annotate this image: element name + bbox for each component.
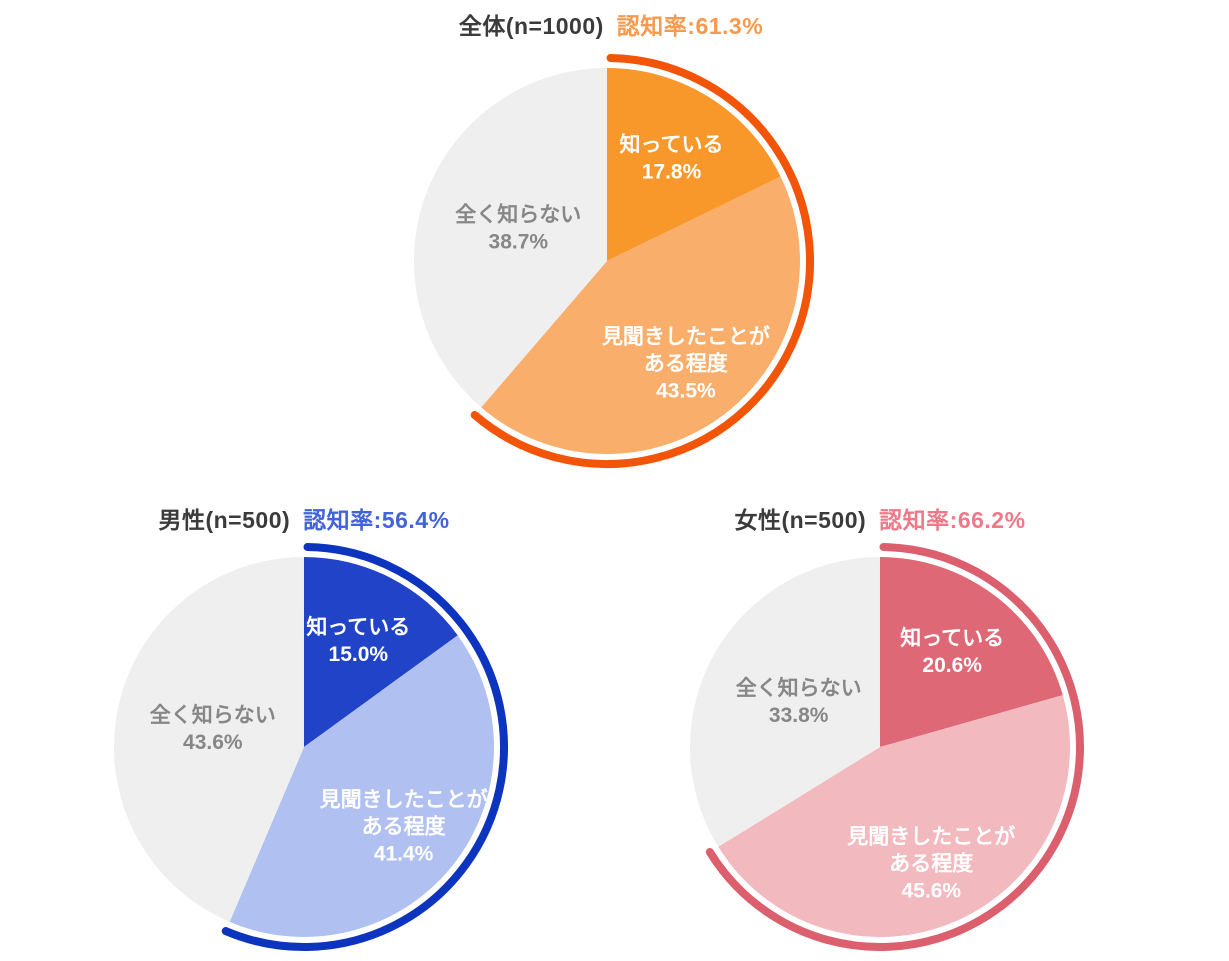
pie-slice-1: [304, 557, 458, 747]
pie-slice-1: [607, 68, 781, 261]
slice-label-2: 見聞きしたことがある程度 41.4%: [320, 787, 488, 865]
awareness-arc: [705, 543, 1084, 951]
slice-label-3: 全く知らない 33.8%: [736, 676, 862, 727]
slice-label-2: 見聞きしたことがある程度 43.5%: [602, 324, 770, 402]
chart-title-male: 男性(n=500) 認知率:56.4%: [94, 501, 514, 535]
awareness-arc: [221, 543, 508, 951]
awareness-rate-text: 認知率:61.3%: [616, 13, 764, 39]
chart-title-text: 女性(n=500): [734, 507, 867, 533]
pie-slice-3: [690, 557, 880, 847]
slice-label-1: 知っている 15.0%: [306, 615, 410, 666]
chart-title-overall: 全体(n=1000) 認知率:61.3%: [401, 7, 821, 41]
pie-chart-female-svg: 知っている 20.6% 見聞きしたことがある程度 45.6% 全く知らない 33.8%: [690, 543, 1084, 951]
slice-label-1: 知っている 20.6%: [900, 626, 1004, 677]
pie-chart-overall-svg: 知っている 17.8% 見聞きしたことがある程度 43.5% 全く知らない 38.7%: [414, 54, 814, 468]
awareness-rate-text: 認知率:66.2%: [879, 507, 1026, 533]
pie-slice-2: [229, 635, 494, 937]
slice-label-2: 見聞きしたことがある程度 45.6%: [847, 825, 1015, 903]
awareness-rate-text: 認知率:56.4%: [303, 507, 450, 533]
chart-title-female: 女性(n=500) 認知率:66.2%: [670, 501, 1090, 535]
pie-slice-3: [414, 68, 607, 408]
pie-slice-2: [481, 176, 800, 454]
awareness-arc: [470, 54, 814, 468]
pie-slice-3: [114, 557, 304, 922]
slice-label-1: 知っている 17.8%: [620, 132, 724, 183]
pie-slice-1: [880, 557, 1063, 747]
slice-label-3: 全く知らない 38.7%: [455, 203, 581, 254]
chart-title-text: 男性(n=500): [158, 507, 291, 533]
pie-slice-2: [718, 695, 1071, 938]
slice-label-3: 全く知らない 43.6%: [150, 703, 276, 754]
pie-chart-male-svg: 知っている 15.0% 見聞きしたことがある程度 41.4% 全く知らない 43.6%: [114, 543, 508, 951]
chart-title-text: 全体(n=1000): [458, 13, 604, 39]
